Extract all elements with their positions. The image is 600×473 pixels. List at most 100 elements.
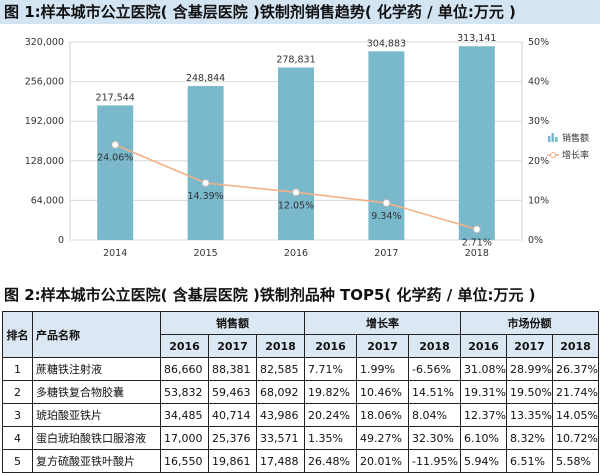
legend-bar-icon <box>555 137 558 142</box>
product-name-cell: 多糖铁复合物胶囊 <box>32 380 161 404</box>
y-left-tick-label: 0 <box>58 235 64 246</box>
share-cell: 14.05% <box>552 403 600 427</box>
y-left-tick-label: 128,000 <box>25 156 64 167</box>
growth-rate-label: 9.34% <box>371 211 401 222</box>
sales-cell: 53,832 <box>160 380 209 404</box>
rank-cell: 5 <box>2 449 33 473</box>
growth-cell: 49.27% <box>356 426 410 450</box>
growth-cell: -6.56% <box>408 357 462 381</box>
header-row-groups: 排名 产品名称 销售额 增长率 市场份额 <box>2 311 600 358</box>
header-share-2017: 2017 <box>506 334 554 358</box>
growth-rate-point <box>472 225 481 234</box>
header-rank: 排名 <box>2 311 33 358</box>
growth-cell: 10.46% <box>356 380 410 404</box>
sales-cell: 40,714 <box>208 403 257 427</box>
share-cell: 26.37% <box>552 357 600 381</box>
share-cell: 12.37% <box>460 403 508 427</box>
sales-cell: 17,488 <box>255 449 306 473</box>
growth-rate-label: 2.71% <box>462 237 492 248</box>
sales-bar-label: 278,831 <box>276 54 315 65</box>
y-left-tick-label: 64,000 <box>31 195 64 206</box>
header-share: 市场份额 <box>460 311 600 335</box>
sales-bar <box>368 51 405 241</box>
sales-trend-chart: 217,544 248,844 278,831 304,883 313,141 24.06… <box>25 33 589 259</box>
sales-cell: 16,550 <box>160 449 209 473</box>
growth-cell: 1.99% <box>356 357 410 381</box>
header-row-years: 2016 2017 2018 2016 2017 2018 2016 2017 … <box>3 334 600 358</box>
legend-bar-icon <box>548 136 551 142</box>
growth-rate-point <box>292 188 300 197</box>
growth-rate-label: 14.39% <box>187 191 223 202</box>
header-product-name: 产品名称 <box>32 311 161 358</box>
growth-cell: 14.51% <box>408 380 462 404</box>
y-right-tick-label: 30% <box>528 116 549 127</box>
share-cell: 19.31% <box>460 380 508 404</box>
sales-cell: 59,463 <box>208 380 257 404</box>
y-left-tick-label: 192,000 <box>25 116 64 127</box>
header-sales-2017: 2017 <box>208 334 257 358</box>
sales-cell: 82,585 <box>255 357 306 381</box>
y-right-tick-label: 0% <box>528 235 543 246</box>
sales-bar <box>187 86 224 240</box>
header-sales-2018: 2018 <box>255 334 306 358</box>
header-growth-2017: 2017 <box>356 334 410 358</box>
header-share-2018: 2018 <box>552 334 600 358</box>
share-cell: 5.58% <box>552 449 600 473</box>
legend-bar-icon <box>551 133 554 142</box>
header-growth-2016: 2016 <box>304 334 358 358</box>
table-row: 4 蛋白琥珀酸铁口服溶液 17,000 25,376 33,571 1.35% … <box>2 426 600 450</box>
y-right-tick-label: 50% <box>528 37 549 48</box>
table-row: 2 多糖铁复合物胶囊 53,832 59,463 68,092 19.82% 1… <box>2 380 600 404</box>
share-cell: 28.99% <box>506 357 554 381</box>
header-growth: 增长率 <box>304 311 462 335</box>
y-left-tick-label: 256,000 <box>25 77 64 88</box>
x-tick-label: 2014 <box>103 248 127 259</box>
x-tick-label: 2017 <box>374 248 398 259</box>
growth-cell: 20.24% <box>304 403 358 427</box>
figure1-title: 图 1:样本城市公立医院( 含基层医院 )铁制剂销售趋势( 化学药 / 单位:万… <box>0 0 600 24</box>
table-row: 1 蔗糖铁注射液 86,660 88,381 82,585 7.71% 1.99… <box>2 357 600 381</box>
sales-bar-label: 217,544 <box>96 92 135 103</box>
share-cell: 19.50% <box>506 380 554 404</box>
sales-bar-label: 304,883 <box>367 38 406 49</box>
growth-rate-label: 12.05% <box>278 200 314 211</box>
table-row: 3 琥珀酸亚铁片 34,485 40,714 43,986 20.24% 18.… <box>2 403 600 427</box>
growth-rate-point <box>201 179 210 188</box>
share-cell: 21.74% <box>552 380 600 404</box>
sales-cell: 19,861 <box>208 449 257 473</box>
table-row: 5 复方硫酸亚铁叶酸片 16,550 19,861 17,488 26.48% … <box>2 449 600 473</box>
header-growth-2018: 2018 <box>408 334 462 358</box>
rank-cell: 2 <box>2 380 33 404</box>
product-name-cell: 蔗糖铁注射液 <box>32 357 161 381</box>
growth-cell: 32.30% <box>408 426 462 450</box>
sales-cell: 86,660 <box>160 357 209 381</box>
growth-rate-label: 24.06% <box>97 153 133 164</box>
growth-rate-point <box>382 199 391 208</box>
legend-label-sales: 销售额 <box>562 132 589 144</box>
sales-cell: 25,376 <box>208 426 257 450</box>
growth-cell: 18.06% <box>356 403 410 427</box>
header-sales-2016: 2016 <box>160 334 209 358</box>
share-cell: 10.72% <box>552 426 600 450</box>
product-name-cell: 琥珀酸亚铁片 <box>32 403 161 427</box>
x-tick-label: 2018 <box>465 248 489 259</box>
share-cell: 6.10% <box>460 426 508 450</box>
legend-item-growth: 增长率 <box>547 149 589 161</box>
sales-bar <box>458 46 495 241</box>
sales-cell: 43,986 <box>255 403 306 427</box>
y-right-tick-label: 10% <box>528 195 549 206</box>
growth-cell: 26.48% <box>304 449 358 473</box>
y-left-tick-label: 320,000 <box>25 37 64 48</box>
growth-cell: 20.01% <box>356 449 410 473</box>
growth-cell: 19.82% <box>304 380 358 404</box>
sales-cell: 88,381 <box>208 357 257 381</box>
growth-cell: 8.04% <box>408 403 462 427</box>
y-right-tick-label: 20% <box>528 156 549 167</box>
sales-cell: 68,092 <box>255 380 306 404</box>
sales-bar <box>278 67 314 240</box>
y-right-tick-label: 40% <box>528 77 549 88</box>
header-sales: 销售额 <box>159 311 306 335</box>
sales-bar-label: 248,844 <box>186 73 225 84</box>
top5-table: 排名 产品名称 销售额 增长率 市场份额 2016 2017 2018 2016… <box>2 311 600 473</box>
growth-rate-point <box>111 140 120 149</box>
